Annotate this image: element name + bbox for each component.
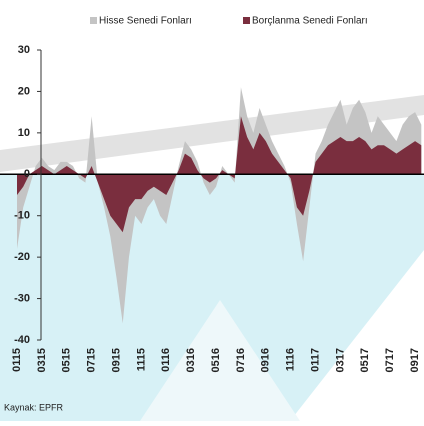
area bbox=[17, 87, 422, 324]
background-shape bbox=[0, 175, 424, 421]
x-tick-label: 0317 bbox=[334, 348, 346, 372]
x-tick-label: 0315 bbox=[36, 348, 48, 372]
source: Kaynak: EPFR bbox=[4, 402, 64, 412]
x-tick-label: 1116 bbox=[285, 348, 297, 371]
x-tick-label: 0715 bbox=[86, 348, 98, 372]
y-tick-label: 0 bbox=[24, 168, 30, 180]
y-tick-label: -10 bbox=[14, 210, 30, 222]
x-tick-label: 0915 bbox=[110, 348, 122, 372]
x-tick-label: 0717 bbox=[384, 348, 396, 372]
background-band bbox=[0, 95, 424, 172]
y-tick-label: 20 bbox=[18, 85, 30, 97]
x-tick-label: 0917 bbox=[409, 348, 421, 372]
x-tick-label: 0517 bbox=[359, 348, 371, 372]
x-tick-label: 0117 bbox=[309, 348, 321, 372]
x-tick-label: 0516 bbox=[210, 348, 222, 372]
x-tick-label: 0116 bbox=[160, 348, 172, 372]
y-tick-label: -20 bbox=[14, 251, 30, 263]
background-shape bbox=[140, 300, 300, 421]
y-tick-label: -30 bbox=[14, 292, 30, 304]
x-tick-label: 0916 bbox=[260, 348, 272, 372]
x-tick-label: 1115 bbox=[135, 348, 147, 371]
legend-label: Borçlanma Senedi Fonları bbox=[252, 16, 368, 27]
y-tick-label: 30 bbox=[18, 44, 30, 56]
y-tick-label: 10 bbox=[18, 127, 30, 139]
x-tick-label: 0316 bbox=[185, 348, 197, 372]
legend-label: Hisse Senedi Fonları bbox=[99, 16, 192, 27]
x-tick-label: 0115 bbox=[11, 348, 23, 372]
x-tick-label: 0716 bbox=[235, 348, 247, 372]
legend-swatch bbox=[90, 17, 97, 24]
legend-swatch bbox=[243, 17, 250, 24]
x-tick-label: 0515 bbox=[61, 348, 73, 372]
y-tick-label: -40 bbox=[14, 334, 30, 346]
